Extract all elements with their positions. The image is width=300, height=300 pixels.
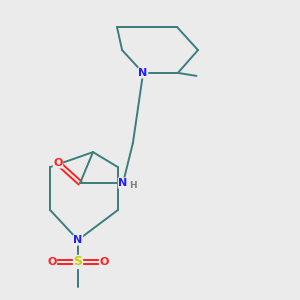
Text: S: S	[74, 255, 82, 268]
Text: O: O	[53, 158, 63, 168]
Text: O: O	[47, 257, 57, 267]
Text: N: N	[139, 68, 148, 78]
Text: H: H	[129, 182, 136, 190]
Text: N: N	[74, 235, 82, 245]
Text: O: O	[99, 257, 109, 267]
Text: N: N	[118, 178, 127, 188]
